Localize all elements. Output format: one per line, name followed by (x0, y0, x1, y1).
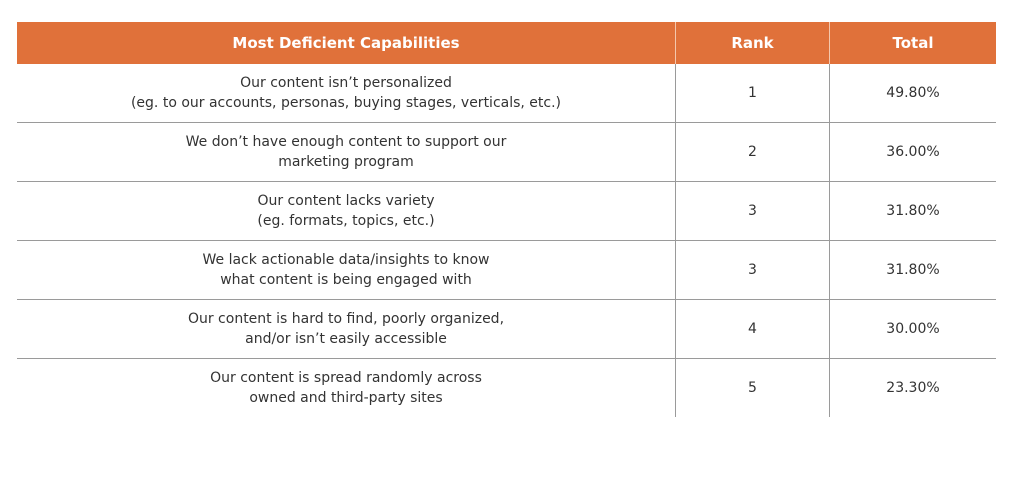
table-row: We don’t have enough content to support … (17, 123, 996, 182)
capability-cell: Our content is spread randomly across own… (17, 359, 675, 417)
rank-cell: 5 (675, 359, 829, 417)
rank-cell: 2 (675, 123, 829, 181)
rank-cell: 4 (675, 300, 829, 358)
cell-line: We lack actionable data/insights to know (202, 252, 490, 268)
table-row: Our content lacks variety (eg. formats, t… (17, 182, 996, 241)
cell-line: We don’t have enough content to support … (185, 134, 507, 150)
total-cell: 31.80% (829, 241, 996, 299)
header-row: Most Deficient Capabilities Rank Total (17, 22, 996, 64)
header-cell: Total (829, 22, 996, 64)
capability-cell: Our content is hard to find, poorly orga… (17, 300, 675, 358)
total-cell: 36.00% (829, 123, 996, 181)
table-row: Our content is spread randomly across own… (17, 359, 996, 417)
cell-line: owned and third-party sites (249, 390, 443, 406)
cell-line: (eg. formats, topics, etc.) (257, 213, 435, 229)
cell-line: what content is being engaged with (220, 272, 472, 288)
cell-line: Our content is spread randomly across (210, 370, 482, 386)
total-cell: 30.00% (829, 300, 996, 358)
capability-cell: We lack actionable data/insights to know… (17, 241, 675, 299)
capability-cell: Our content lacks variety (eg. formats, t… (17, 182, 675, 240)
table-row: Our content is hard to find, poorly orga… (17, 300, 996, 359)
total-cell: 49.80% (829, 64, 996, 122)
table-row: We lack actionable data/insights to know… (17, 241, 996, 300)
rank-cell: 3 (675, 182, 829, 240)
cell-line: Our content lacks variety (257, 193, 435, 209)
cell-line: and/or isn’t easily accessible (245, 331, 447, 347)
total-cell: 23.30% (829, 359, 996, 417)
capability-cell: Our content isn’t personalized (eg. to ou… (17, 64, 675, 122)
cell-line: Our content isn’t personalized (240, 75, 452, 91)
cell-line: Our content is hard to find, poorly orga… (187, 311, 505, 327)
table-row: Our content isn’t personalized (eg. to ou… (17, 64, 996, 123)
capability-cell: We don’t have enough content to support … (17, 123, 675, 181)
rank-cell: 3 (675, 241, 829, 299)
rank-cell: 1 (675, 64, 829, 122)
total-cell: 31.80% (829, 182, 996, 240)
header-cell: Rank (675, 22, 829, 64)
header-cell: Most Deficient Capabilities (232, 34, 460, 52)
cell-line: (eg. to our accounts, personas, buying s… (130, 95, 562, 111)
cell-line: marketing program (278, 154, 414, 170)
